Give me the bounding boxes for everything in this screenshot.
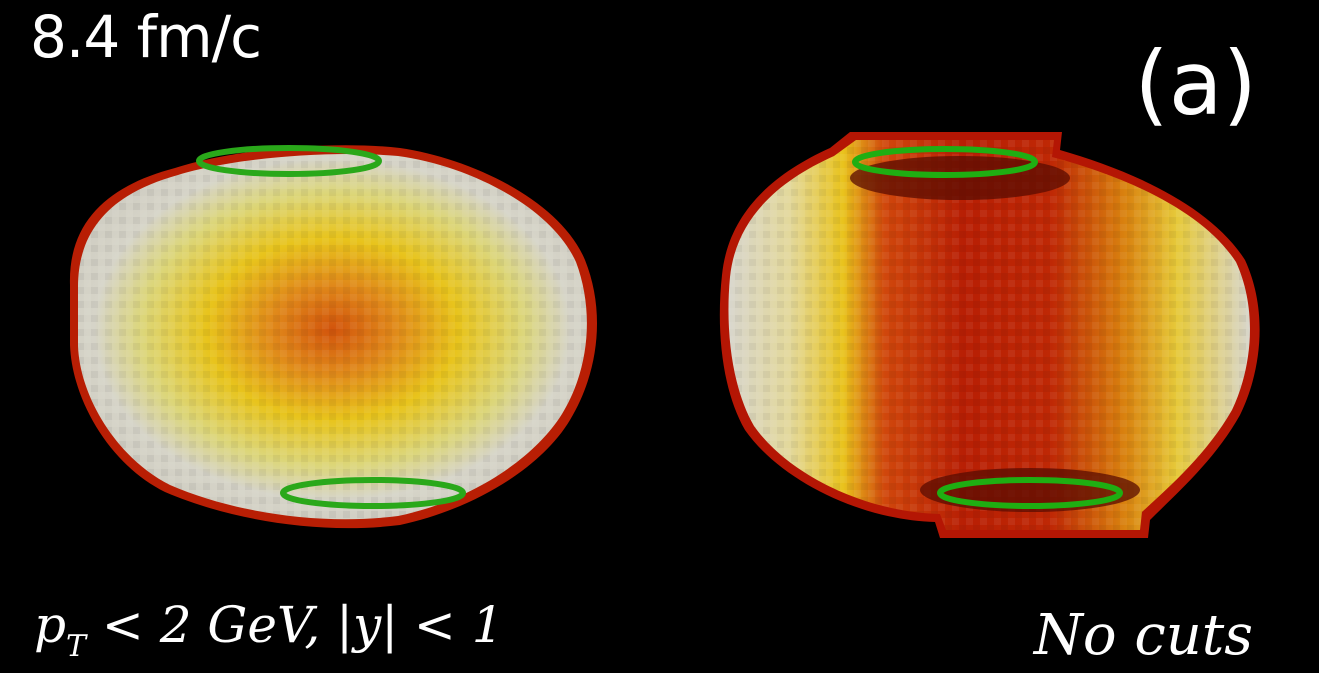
panel-label: (a): [1134, 32, 1257, 135]
time-label: 8.4 fm/c: [30, 3, 262, 71]
left-density-map: [69, 145, 597, 529]
caption-cut-condition: < 2 GeV, |y| < 1: [86, 596, 504, 654]
left-bottom-ellipse: [280, 477, 466, 509]
caption-momentum-symbol: p: [34, 596, 67, 654]
right-bottom-ellipse: [937, 477, 1123, 509]
left-top-ellipse: [196, 145, 382, 177]
right-density-map: [719, 132, 1260, 538]
left-panel-caption: pT < 2 GeV, |y| < 1: [34, 600, 504, 662]
right-top-ellipse: [852, 146, 1038, 178]
right-panel-caption: No cuts: [1033, 603, 1253, 668]
caption-momentum-subscript: T: [66, 629, 87, 664]
